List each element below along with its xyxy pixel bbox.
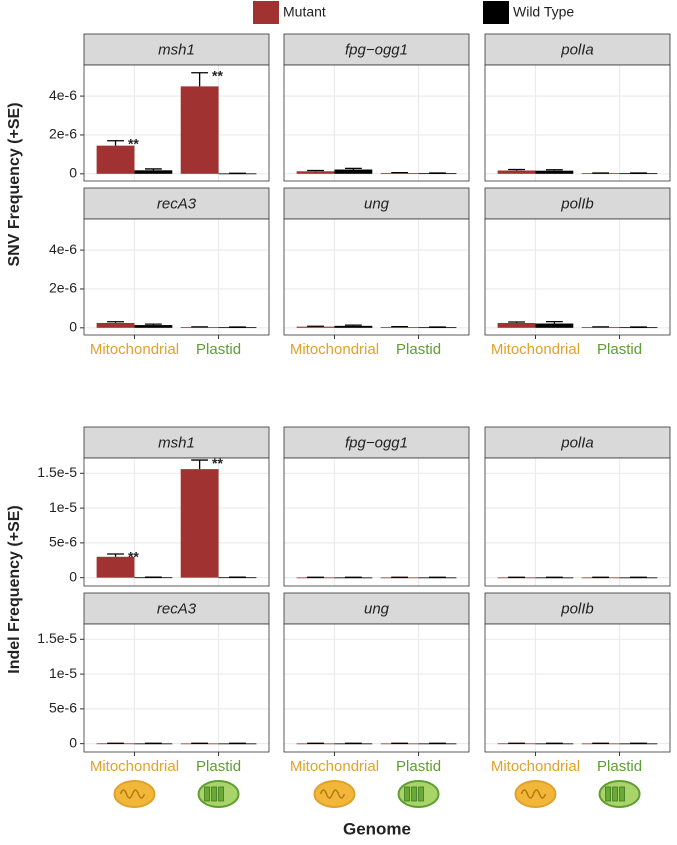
x-tick-label: Plastid (396, 758, 441, 775)
icon-detail (219, 787, 224, 801)
panel (284, 624, 469, 752)
y-tick-label: 0 (69, 165, 77, 181)
x-tick-label: Mitochondrial (491, 341, 580, 358)
y-tick-label: 1e-5 (49, 499, 77, 515)
x-tick-label: Plastid (196, 758, 241, 775)
x-tick-label: Mitochondrial (90, 341, 179, 358)
panel (284, 65, 469, 181)
bar (498, 323, 536, 328)
facet-title: polIa (560, 41, 594, 58)
x-tick-label: Plastid (597, 341, 642, 358)
bar (134, 325, 172, 328)
panel (485, 458, 670, 586)
icon-detail (205, 787, 210, 801)
x-tick-label: Mitochondrial (90, 758, 179, 775)
y-tick-label: 2e-6 (49, 280, 77, 296)
bar (297, 171, 335, 174)
bar (535, 171, 573, 174)
facet-title: polIb (560, 600, 594, 617)
panel (84, 219, 269, 335)
x-tick-label: Mitochondrial (290, 758, 379, 775)
y-tick-label: 0 (69, 568, 77, 584)
panel (485, 65, 670, 181)
facet-title: ung (364, 600, 390, 617)
bar (334, 170, 372, 174)
y-axis-label: SNV Frequency (+SE) (6, 102, 23, 266)
bar (334, 326, 372, 328)
icon-detail (212, 787, 217, 801)
panel (485, 624, 670, 752)
icon-detail (613, 787, 618, 801)
bar (498, 171, 536, 174)
legend-swatch (253, 1, 279, 24)
icon-detail (405, 787, 410, 801)
bar (134, 170, 172, 173)
facet-title: polIa (560, 434, 594, 451)
x-tick-label: Mitochondrial (491, 758, 580, 775)
y-tick-label: 0 (69, 319, 77, 335)
x-tick-label: Plastid (597, 758, 642, 775)
annotation: ** (128, 135, 139, 151)
y-tick-label: 4e-6 (49, 241, 77, 257)
bar (535, 324, 573, 328)
y-tick-label: 2e-6 (49, 126, 77, 142)
facet-title: msh1 (158, 41, 195, 58)
facet-title: recA3 (157, 195, 197, 212)
panel (284, 219, 469, 335)
facet-title: recA3 (157, 600, 197, 617)
icon-detail (606, 787, 611, 801)
annotation: ** (212, 455, 223, 471)
bar (181, 469, 219, 578)
x-tick-label: Plastid (196, 341, 241, 358)
y-tick-label: 5e-6 (49, 534, 77, 550)
x-tick-label: Plastid (396, 341, 441, 358)
panel (284, 458, 469, 586)
panel (485, 219, 670, 335)
bar (181, 86, 219, 173)
icon-detail (412, 787, 417, 801)
legend-swatch (483, 1, 509, 24)
y-tick-label: 1e-5 (49, 665, 77, 681)
facet-title: ung (364, 195, 390, 212)
annotation: ** (212, 67, 223, 83)
x-tick-label: Mitochondrial (290, 341, 379, 358)
y-tick-label: 0 (69, 734, 77, 750)
facet-title: fpg−ogg1 (345, 41, 408, 58)
y-tick-label: 4e-6 (49, 87, 77, 103)
icon-detail (620, 787, 625, 801)
icon-detail (419, 787, 424, 801)
y-tick-label: 5e-6 (49, 700, 77, 716)
annotation: ** (128, 549, 139, 565)
facet-title: polIb (560, 195, 594, 212)
y-axis-label: Indel Frequency (+SE) (6, 505, 23, 673)
facet-title: fpg−ogg1 (345, 434, 408, 451)
y-tick-label: 1.5e-5 (37, 630, 77, 646)
legend-label: Mutant (283, 4, 326, 20)
bar (97, 323, 135, 328)
panel (84, 624, 269, 752)
facet-title: msh1 (158, 434, 195, 451)
y-tick-label: 1.5e-5 (37, 464, 77, 480)
legend-label: Wild Type (513, 4, 574, 20)
x-axis-label: Genome (343, 819, 411, 838)
